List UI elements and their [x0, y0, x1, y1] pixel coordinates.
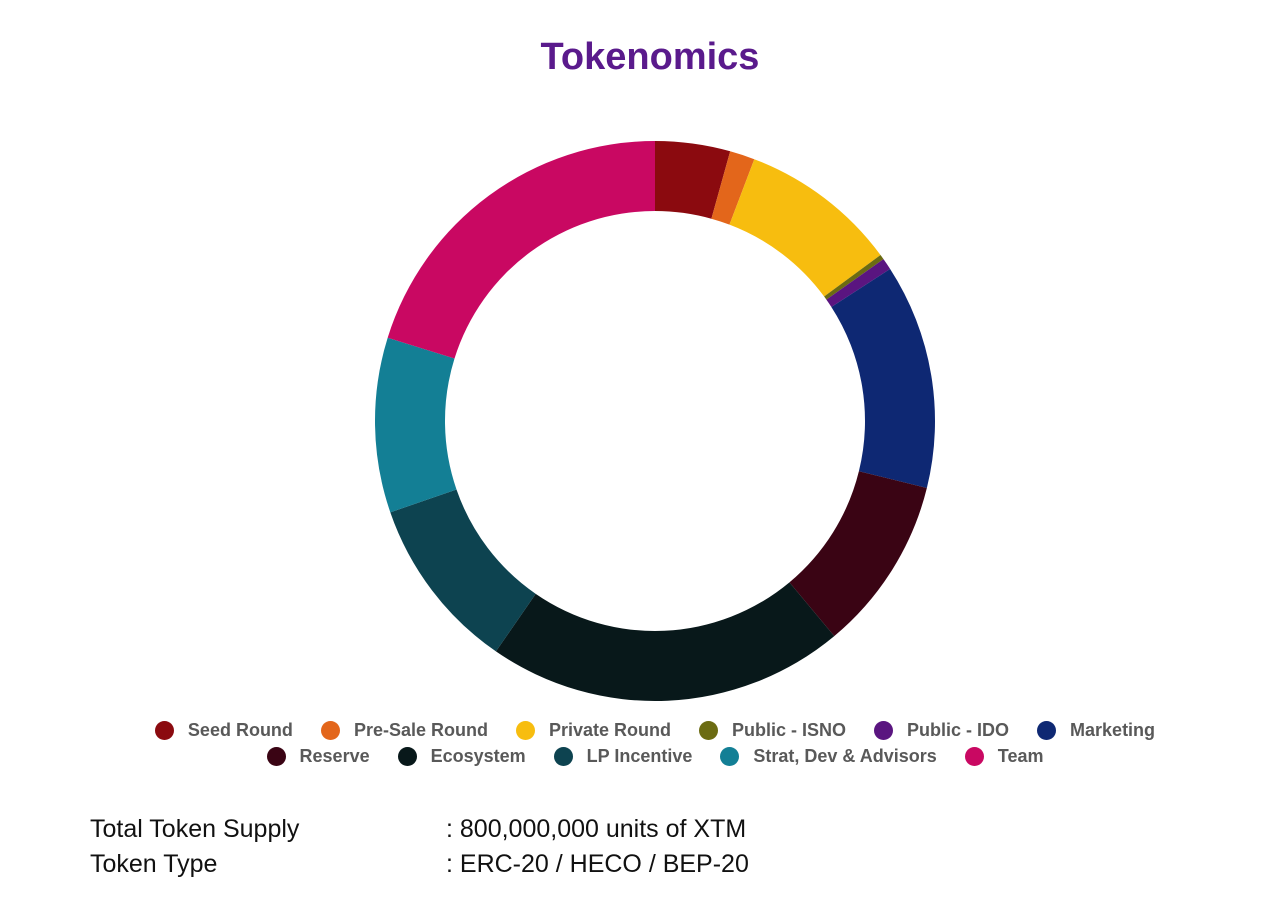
- legend-swatch: [266, 747, 286, 766]
- legend-swatch: [154, 721, 174, 740]
- legend-item-pre-sale-round: Pre-Sale Round: [320, 720, 488, 741]
- legend-swatch: [515, 721, 535, 740]
- legend-item-team: Team: [964, 746, 1044, 767]
- legend-item-private-round: Private Round: [515, 720, 671, 741]
- legend-swatch: [720, 747, 740, 766]
- legend-label: Pre-Sale Round: [353, 720, 488, 740]
- legend-item-public-isno: Public - ISNO: [699, 720, 846, 741]
- chart-title: Tokenomics: [540, 36, 760, 78]
- legend-row-2: Reserve Ecosystem LP Incentive Strat, Dev &…: [0, 746, 1280, 767]
- legend-swatch: [397, 747, 417, 766]
- legend-item-lp-incentive: LP Incentive: [553, 746, 693, 767]
- legend-item-reserve: Reserve: [266, 746, 370, 767]
- slice-team: [387, 141, 655, 359]
- slice-lp-incentive: [390, 489, 536, 652]
- legend-label: LP Incentive: [586, 746, 693, 766]
- legend-item-marketing: Marketing: [1037, 720, 1155, 741]
- total-supply-label: Total Token Supply: [90, 815, 300, 843]
- legend-label: Public - IDO: [907, 720, 1010, 740]
- legend-swatch: [964, 747, 984, 766]
- total-supply-value: : 800,000,000 units of XTM: [446, 815, 747, 843]
- legend-label: Seed Round: [187, 720, 293, 740]
- legend-label: Marketing: [1070, 720, 1156, 740]
- slice-marketing: [831, 268, 935, 489]
- slice-ecosystem: [495, 582, 835, 701]
- slice-public-ido: [826, 259, 891, 307]
- token-type-value: : ERC-20 / HECO / BEP-20: [446, 850, 749, 878]
- legend-item-public-ido: Public - IDO: [874, 720, 1009, 741]
- token-type-label: Token Type: [90, 850, 218, 878]
- legend-label: Team: [997, 746, 1044, 766]
- legend-swatch: [320, 721, 340, 740]
- legend-swatch: [874, 721, 894, 740]
- legend-label: Private Round: [548, 720, 671, 740]
- legend-row-1: Seed Round Pre-Sale Round Private Round Pub…: [0, 720, 1280, 741]
- legend-label: Ecosystem: [430, 746, 526, 766]
- legend-item-strat-dev-advisors: Strat, Dev & Advisors: [720, 746, 937, 767]
- legend-item-seed-round: Seed Round: [154, 720, 293, 741]
- slice-reserve: [789, 471, 927, 637]
- legend-label: Strat, Dev & Advisors: [753, 746, 937, 766]
- token-type-row: Token Type : ERC-20 / HECO / BEP-20: [90, 850, 749, 879]
- legend-item-ecosystem: Ecosystem: [397, 746, 526, 767]
- slice-seed-round: [655, 141, 731, 219]
- legend-swatch: [699, 721, 718, 740]
- slice-public-isno: [824, 255, 884, 300]
- slice-pre-sale-round: [711, 151, 755, 225]
- legend-swatch: [553, 747, 573, 766]
- slice-strat-dev-advisors: [375, 337, 457, 513]
- total-supply-row: Total Token Supply : 800,000,000 units of…: [90, 815, 746, 844]
- legend-label: Reserve: [299, 746, 370, 766]
- legend-label: Public - ISNO: [732, 720, 847, 740]
- legend-swatch: [1037, 721, 1057, 740]
- slice-private-round: [729, 159, 881, 297]
